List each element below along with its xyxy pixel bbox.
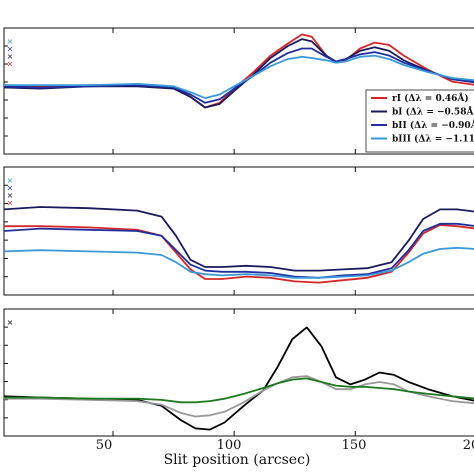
x-axis-label: Slit position (arcsec) [164, 452, 311, 468]
series-marker: × [7, 52, 14, 61]
series-line-3 [3, 246, 474, 279]
series-line-2 [3, 47, 474, 104]
legend-box [365, 89, 474, 153]
legend-entry: rI (Δλ = 0.46Å) [392, 92, 469, 104]
plot-frame [3, 308, 474, 437]
series-marker: × [7, 45, 14, 54]
x-tick-label: 100 [217, 438, 242, 453]
legend-entry: bII (Δλ = −0.90Å) [392, 119, 474, 131]
panel-top: ××××rI (Δλ = 0.46Å)bI (Δλ = −0.58Å)bII (… [3, 27, 474, 155]
series-marker: × [7, 191, 14, 200]
series-marker: × [7, 37, 14, 46]
series-marker: × [7, 60, 14, 69]
series-marker: × [7, 184, 14, 193]
series-line-0 [3, 206, 474, 272]
series-line-3 [4, 54, 474, 99]
legend-entry: bI (Δλ = −0.58Å) [392, 106, 474, 118]
series-marker: × [7, 176, 14, 185]
plot-frame [3, 27, 474, 155]
panel-middle: ×××× [3, 166, 474, 296]
legend-entry: bIII (Δλ = −1.11Å) [392, 133, 474, 145]
x-tick-label: 50 [96, 438, 113, 453]
series-line-2 [3, 222, 474, 279]
plot-frame [3, 166, 474, 296]
series-marker: × [7, 318, 14, 327]
series-line-1 [4, 375, 474, 418]
panel-bottom: × [3, 308, 474, 437]
series-line-1 [3, 38, 474, 109]
series-line-0 [3, 326, 474, 431]
x-tick-label: 20 [463, 438, 474, 453]
series-line-2 [4, 377, 474, 404]
x-tick-label: 150 [342, 438, 367, 453]
series-marker: × [7, 199, 14, 208]
